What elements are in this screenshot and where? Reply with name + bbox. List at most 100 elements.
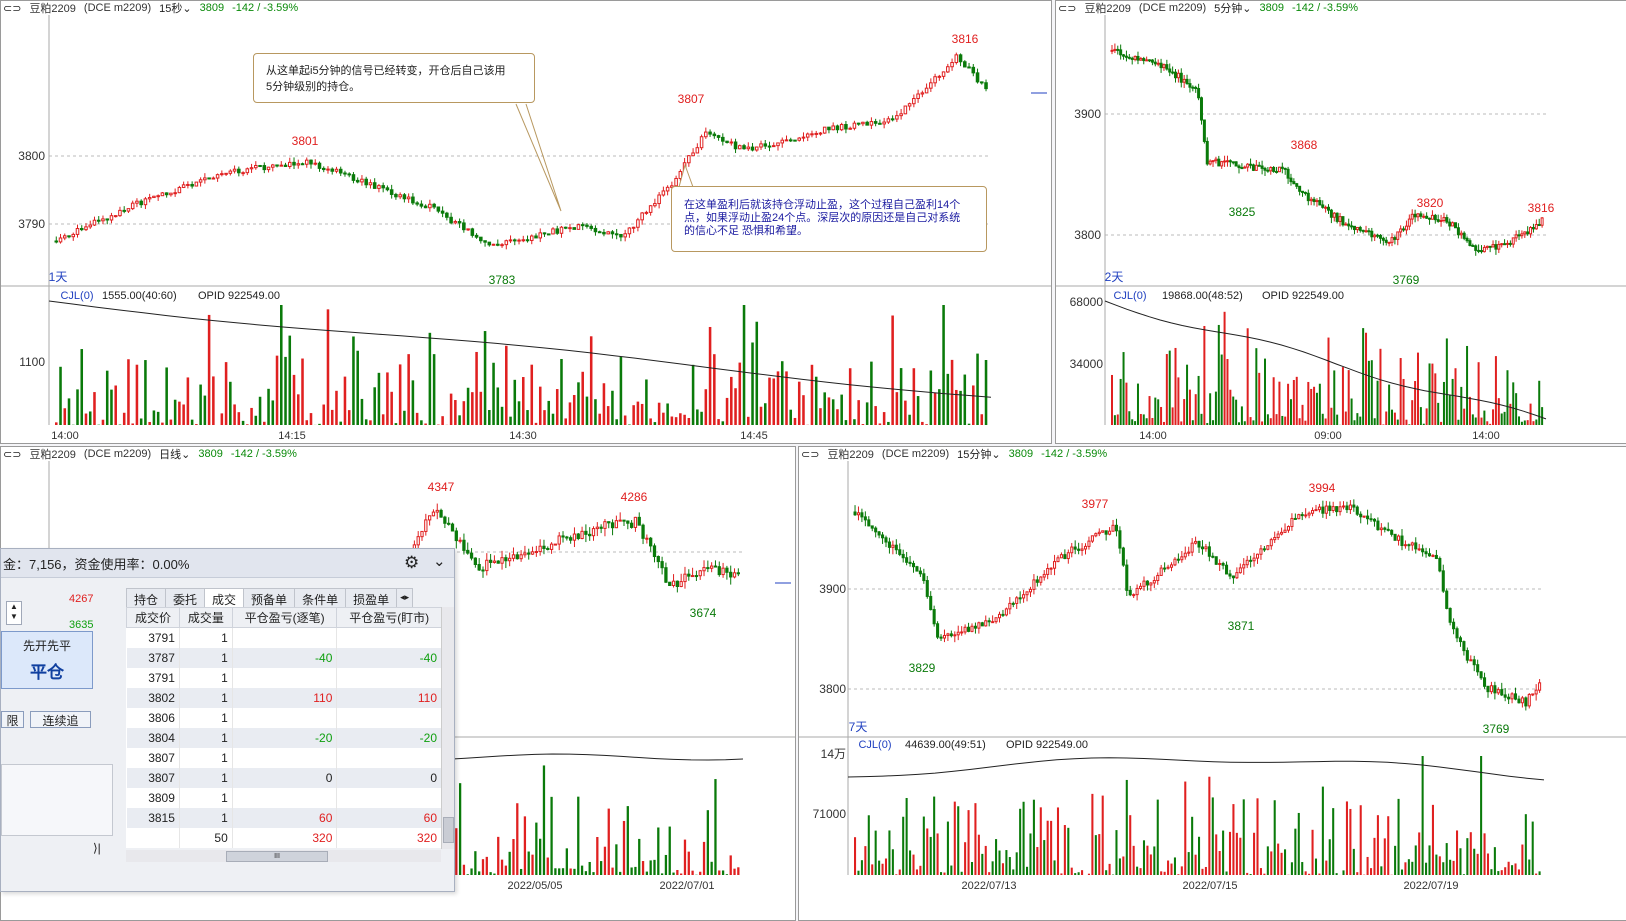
volume-bar <box>1494 847 1496 875</box>
volume-bar <box>832 399 835 425</box>
chevron-down-icon[interactable]: ⌄ <box>433 552 446 570</box>
volume-bar <box>981 854 983 875</box>
price-stepper[interactable]: ▲▼ <box>6 601 22 625</box>
candle <box>730 142 733 143</box>
candle <box>1274 538 1276 540</box>
volume-bar <box>509 852 511 875</box>
volume-bar <box>1524 420 1526 425</box>
volume-bar <box>1460 387 1462 425</box>
volume-bar <box>369 420 372 425</box>
gear-icon[interactable]: ⚙ <box>404 553 419 573</box>
chase-button[interactable]: 连续追 <box>30 711 91 728</box>
chart-panel-5m[interactable]: ⊂⊃ 豆粕2209 (DCE m2209) 5分钟⌄ 3809 -142 / -… <box>1055 0 1626 444</box>
volume-bar <box>1518 416 1520 425</box>
candle <box>144 199 147 205</box>
indicator-values: 1555.00(40:60) <box>102 290 177 302</box>
y-axis-tick: 3900 <box>1074 107 1101 121</box>
volume-bar <box>1126 780 1128 875</box>
candle <box>1509 243 1511 244</box>
candle <box>1348 224 1350 226</box>
table-cell: -20 <box>337 728 442 748</box>
candle <box>1356 507 1358 514</box>
volume-bar <box>895 874 897 875</box>
volume-bar <box>1456 830 1458 875</box>
volume-bar <box>140 418 143 425</box>
candle <box>772 146 775 147</box>
candle <box>1298 515 1300 519</box>
volume-bar <box>777 371 780 425</box>
volume-bar <box>669 827 671 875</box>
trade-panel[interactable]: 金：7,156，资金使用率：0.00% ⚙ ⌄ 4267 ▲▼ 3635 先开先… <box>0 548 455 892</box>
volume-bar <box>1250 874 1252 875</box>
candlestick-chart[interactable]: 39003800397739943829387137697天CJL(0)4463… <box>799 447 1626 920</box>
column-header[interactable]: 平仓盈亏(盯市) <box>337 608 442 628</box>
volume-bar <box>1511 865 1513 875</box>
candle <box>564 227 567 228</box>
volume-bar <box>891 316 894 425</box>
horizontal-scrollbar[interactable]: III <box>126 850 441 862</box>
candle <box>930 83 933 88</box>
candle <box>733 573 735 577</box>
volume-bar <box>131 423 134 425</box>
candle <box>1050 568 1052 569</box>
volume-bar <box>153 410 156 425</box>
column-header[interactable]: 成交价 <box>127 608 180 628</box>
column-header[interactable]: 成交量 <box>179 608 232 628</box>
open-close-mode-button[interactable]: 先开先平 平仓 <box>1 631 93 689</box>
candle <box>1154 62 1156 64</box>
candle <box>1455 223 1457 228</box>
candle <box>942 72 945 76</box>
volume-bar <box>1040 807 1042 875</box>
volume-bar <box>1342 870 1344 875</box>
volume-bar <box>1360 805 1362 875</box>
limit-button[interactable]: 限 <box>1 711 24 728</box>
candle <box>1512 238 1514 244</box>
candle <box>938 76 941 77</box>
volume-bar <box>80 349 83 425</box>
volume-bar <box>623 821 625 875</box>
candle <box>909 562 911 563</box>
volume-bar <box>666 403 669 425</box>
candle <box>964 627 966 632</box>
volume-bar <box>1137 384 1139 425</box>
candle <box>607 232 610 234</box>
volume-bar <box>1466 346 1468 425</box>
candle <box>1305 515 1307 516</box>
candle <box>1391 530 1393 534</box>
volume-bar <box>1449 395 1451 425</box>
account-summary-bar: 金：7,156，资金使用率：0.00% ⚙ ⌄ <box>1 549 454 578</box>
candle <box>1423 216 1425 217</box>
volume-bar <box>627 806 629 875</box>
collapse-icon[interactable]: ⟩| <box>93 841 101 855</box>
candle <box>1408 219 1410 226</box>
column-header[interactable]: 平仓盈亏(逐笔) <box>232 608 337 628</box>
indicator-opid: OPID 922549.00 <box>1262 290 1344 302</box>
volume-bar <box>671 417 674 425</box>
volume-bar <box>743 305 746 425</box>
scrollbar-thumb[interactable]: III <box>226 851 328 862</box>
volume-bar <box>615 419 618 425</box>
chart-panel-15s[interactable]: ⊂⊃ 豆粕2209 (DCE m2209) 15秒⌄ 3809 -142 / -… <box>0 0 1052 444</box>
vertical-scrollbar[interactable] <box>441 607 454 849</box>
x-axis-tick: 2022/05/05 <box>507 880 562 892</box>
candle <box>1276 171 1278 172</box>
candle <box>331 169 334 171</box>
chart-panel-15m[interactable]: ⊂⊃ 豆粕2209 (DCE m2209) 15分钟⌄ 3809 -142 / … <box>798 446 1626 921</box>
volume-bar <box>632 405 635 425</box>
candle <box>102 219 105 221</box>
candle <box>535 236 538 238</box>
candle <box>1360 514 1362 517</box>
volume-bar <box>691 871 693 875</box>
